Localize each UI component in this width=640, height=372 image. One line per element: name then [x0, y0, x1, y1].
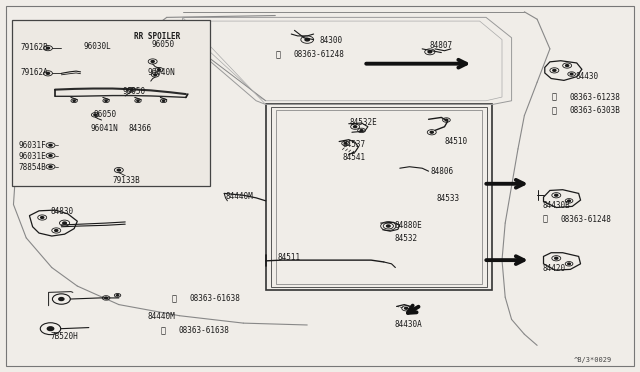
- Circle shape: [555, 257, 558, 259]
- Circle shape: [163, 100, 164, 102]
- Text: 79162A: 79162A: [20, 68, 48, 77]
- Text: 84420: 84420: [542, 264, 565, 273]
- Circle shape: [73, 100, 76, 102]
- Text: Ⓢ: Ⓢ: [172, 294, 177, 303]
- Circle shape: [305, 38, 310, 41]
- Circle shape: [157, 69, 161, 70]
- Text: Ⓢ: Ⓢ: [551, 93, 556, 102]
- Circle shape: [49, 144, 52, 146]
- Circle shape: [59, 298, 64, 301]
- Circle shape: [387, 225, 390, 227]
- Circle shape: [49, 166, 52, 168]
- Circle shape: [428, 51, 431, 53]
- Text: 84806: 84806: [431, 167, 454, 176]
- Circle shape: [47, 327, 54, 331]
- FancyBboxPatch shape: [12, 20, 210, 186]
- Circle shape: [94, 114, 97, 116]
- Text: 96041N: 96041N: [90, 124, 118, 134]
- Text: 84807: 84807: [430, 41, 453, 50]
- Text: 84880E: 84880E: [395, 221, 422, 230]
- Circle shape: [555, 194, 558, 196]
- Text: 08363-6303B: 08363-6303B: [569, 106, 620, 115]
- Circle shape: [63, 222, 67, 224]
- Text: 84511: 84511: [277, 253, 300, 262]
- Circle shape: [117, 169, 120, 171]
- Circle shape: [154, 74, 157, 76]
- Text: Ⓢ: Ⓢ: [551, 106, 556, 115]
- Text: Ⓢ: Ⓢ: [542, 215, 547, 224]
- Text: 96040N: 96040N: [148, 68, 175, 77]
- Circle shape: [49, 155, 52, 157]
- Text: 84440M: 84440M: [148, 312, 175, 321]
- Text: Ⓢ: Ⓢ: [275, 50, 280, 59]
- Circle shape: [54, 230, 58, 231]
- Text: 84537: 84537: [342, 140, 365, 149]
- Circle shape: [116, 295, 118, 296]
- Text: ^B/3*0029: ^B/3*0029: [574, 357, 612, 363]
- Circle shape: [360, 129, 363, 131]
- Circle shape: [570, 73, 573, 75]
- Text: 84430A: 84430A: [395, 320, 422, 329]
- Circle shape: [105, 100, 107, 102]
- Text: 84366: 84366: [129, 124, 152, 134]
- Text: 96031E: 96031E: [19, 152, 46, 161]
- Text: 08363-61238: 08363-61238: [569, 93, 620, 102]
- Text: 96050: 96050: [152, 40, 175, 49]
- Circle shape: [568, 200, 570, 202]
- Circle shape: [151, 61, 154, 62]
- Circle shape: [40, 217, 44, 218]
- Circle shape: [46, 47, 49, 49]
- Circle shape: [353, 126, 356, 128]
- Text: 7B520H: 7B520H: [51, 332, 78, 341]
- Text: 79162B: 79162B: [20, 43, 48, 52]
- Text: 96050: 96050: [122, 87, 145, 96]
- Text: 84430: 84430: [575, 72, 598, 81]
- Text: 84300: 84300: [320, 36, 343, 45]
- Text: 84532: 84532: [395, 234, 418, 243]
- Circle shape: [553, 70, 556, 71]
- Text: 84510: 84510: [445, 137, 468, 146]
- Text: 08363-61248: 08363-61248: [560, 215, 611, 224]
- Circle shape: [566, 65, 569, 67]
- Circle shape: [568, 263, 570, 264]
- Text: 96050: 96050: [93, 110, 116, 119]
- Text: 96030L: 96030L: [84, 42, 111, 51]
- Text: 79133B: 79133B: [113, 176, 140, 185]
- Text: 84440M: 84440M: [225, 192, 253, 201]
- Text: 08363-61638: 08363-61638: [178, 326, 229, 335]
- Text: 08363-61638: 08363-61638: [189, 294, 241, 303]
- Text: RR SPOILER: RR SPOILER: [134, 32, 180, 41]
- Circle shape: [430, 131, 433, 133]
- Circle shape: [404, 307, 408, 309]
- Circle shape: [445, 119, 448, 121]
- Circle shape: [137, 100, 139, 102]
- Circle shape: [46, 73, 49, 74]
- Text: 84533: 84533: [437, 195, 460, 203]
- Circle shape: [344, 142, 347, 144]
- Circle shape: [131, 89, 133, 90]
- Text: 84532E: 84532E: [349, 118, 377, 127]
- Text: Ⓢ: Ⓢ: [161, 326, 165, 335]
- Circle shape: [105, 297, 108, 299]
- Text: 08363-61248: 08363-61248: [293, 50, 344, 59]
- Text: 84430B: 84430B: [542, 201, 570, 210]
- Text: 84830: 84830: [51, 207, 74, 216]
- Text: 84541: 84541: [342, 153, 365, 161]
- Text: 96031F: 96031F: [19, 141, 46, 151]
- Text: 78854B: 78854B: [19, 163, 46, 172]
